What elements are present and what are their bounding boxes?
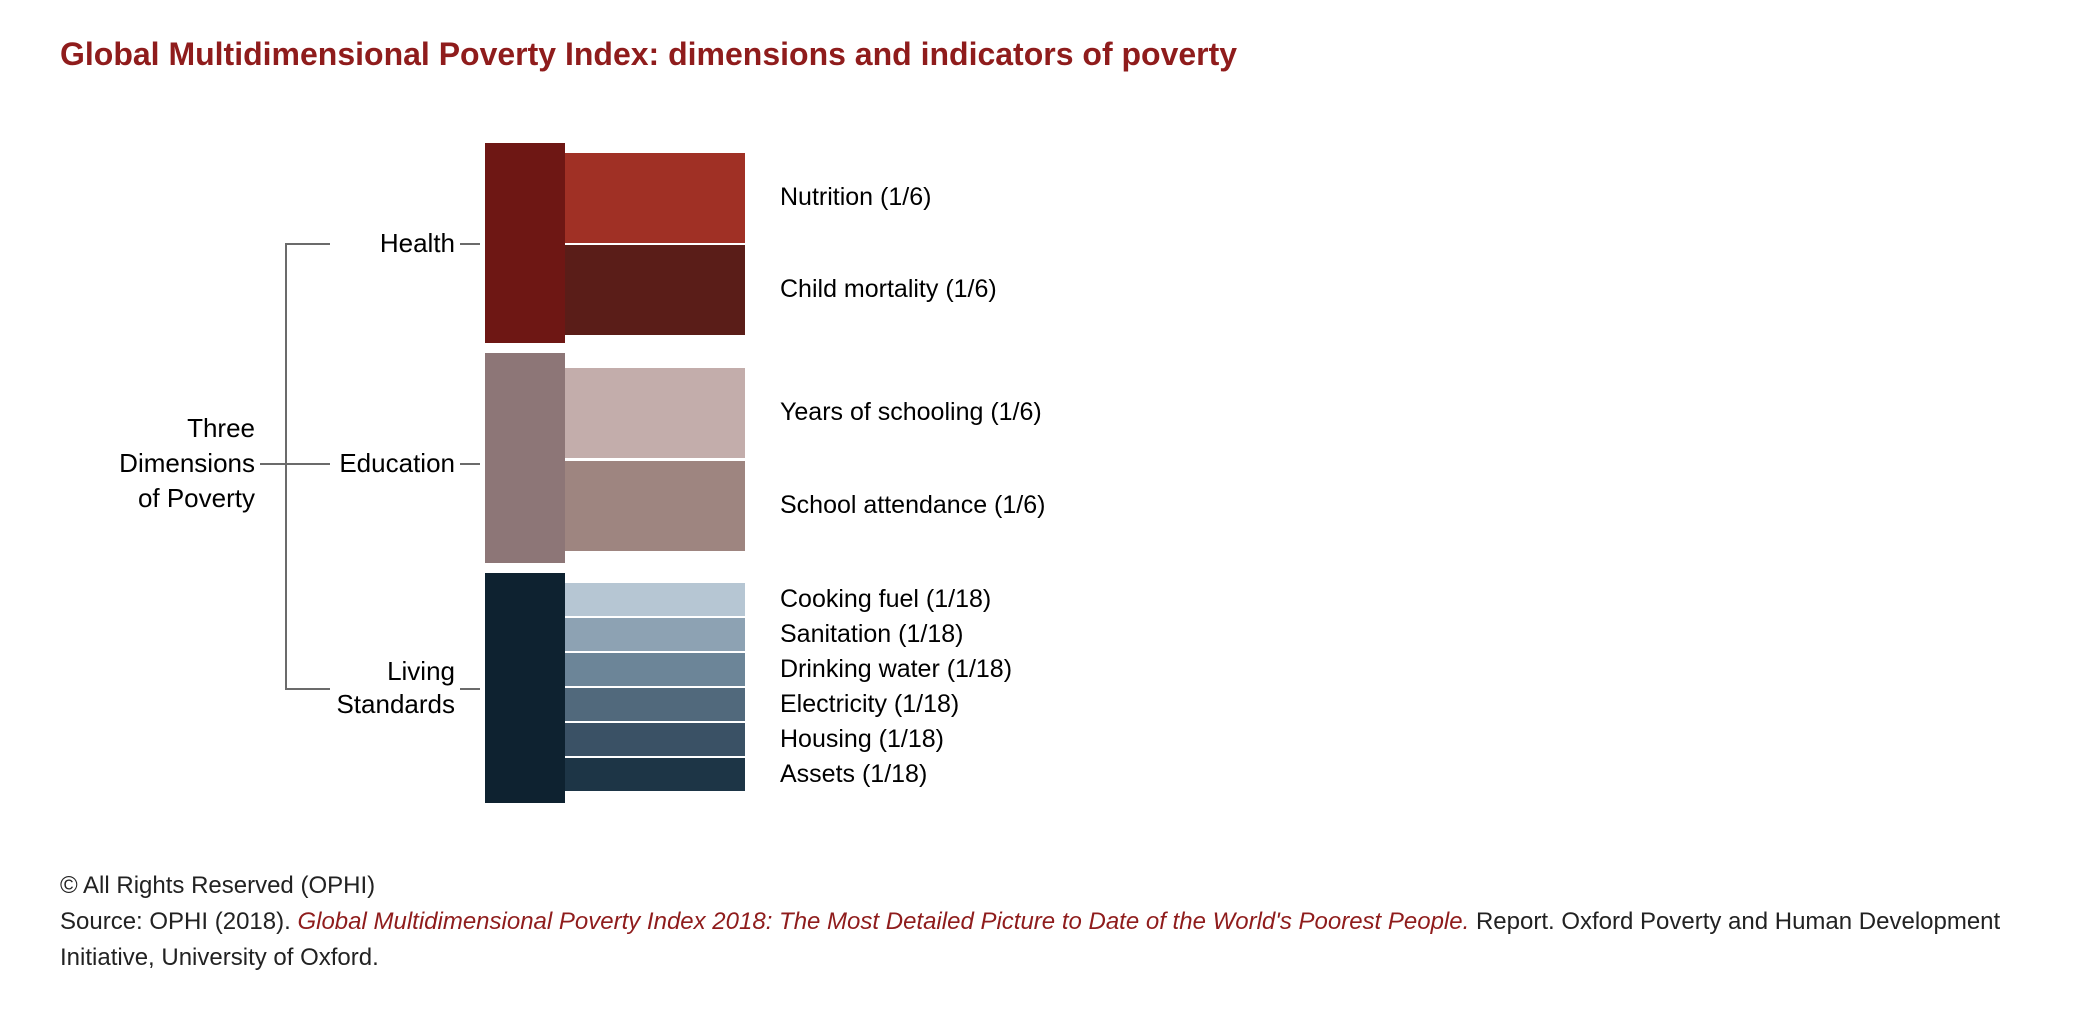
indicator-bar-living-3 xyxy=(565,688,745,721)
dimension-main-living xyxy=(485,573,565,803)
indicator-label-living-1: Sanitation (1/18) xyxy=(780,620,963,649)
indicator-label-living-4: Housing (1/18) xyxy=(780,725,944,754)
indicator-label-education-0: Years of schooling (1/6) xyxy=(780,398,1042,427)
indicator-bar-living-4 xyxy=(565,723,745,756)
dimension-label-living: LivingStandards xyxy=(60,655,455,720)
indicator-bar-education-1 xyxy=(565,461,745,551)
dimension-main-education xyxy=(485,353,565,563)
page-title: Global Multidimensional Poverty Index: d… xyxy=(60,36,2016,73)
indicator-bar-living-5 xyxy=(565,758,745,791)
dimension-label-health: Health xyxy=(60,227,455,260)
indicator-label-education-1: School attendance (1/6) xyxy=(780,491,1045,520)
indicator-label-living-2: Drinking water (1/18) xyxy=(780,655,1012,684)
indicator-label-living-3: Electricity (1/18) xyxy=(780,690,959,719)
indicator-bar-living-0 xyxy=(565,583,745,616)
indicator-label-health-1: Child mortality (1/6) xyxy=(780,275,997,304)
indicator-bar-health-0 xyxy=(565,153,745,243)
footer-copyright: © All Rights Reserved (OPHI) xyxy=(60,868,2016,904)
footer-source: Source: OPHI (2018). Global Multidimensi… xyxy=(60,904,2016,976)
indicator-label-living-0: Cooking fuel (1/18) xyxy=(780,585,991,614)
diagram: ThreeDimensionsof Poverty HealthNutritio… xyxy=(60,123,2016,823)
indicator-bar-living-1 xyxy=(565,618,745,651)
dimension-label-education: Education xyxy=(60,447,455,480)
dim-tick-living xyxy=(460,688,480,690)
dim-tick-health xyxy=(460,243,480,245)
footer-source-title: Global Multidimensional Poverty Index 20… xyxy=(297,908,1469,935)
indicator-bar-health-1 xyxy=(565,245,745,335)
footer-source-prefix: Source: OPHI (2018). xyxy=(60,908,297,935)
page: Global Multidimensional Poverty Index: d… xyxy=(0,0,2076,1016)
indicator-label-health-0: Nutrition (1/6) xyxy=(780,183,931,212)
indicator-bar-living-2 xyxy=(565,653,745,686)
indicator-label-living-5: Assets (1/18) xyxy=(780,760,927,789)
indicator-bar-education-0 xyxy=(565,368,745,458)
footer: © All Rights Reserved (OPHI) Source: OPH… xyxy=(60,868,2016,976)
dim-tick-education xyxy=(460,463,480,465)
dimension-main-health xyxy=(485,143,565,343)
